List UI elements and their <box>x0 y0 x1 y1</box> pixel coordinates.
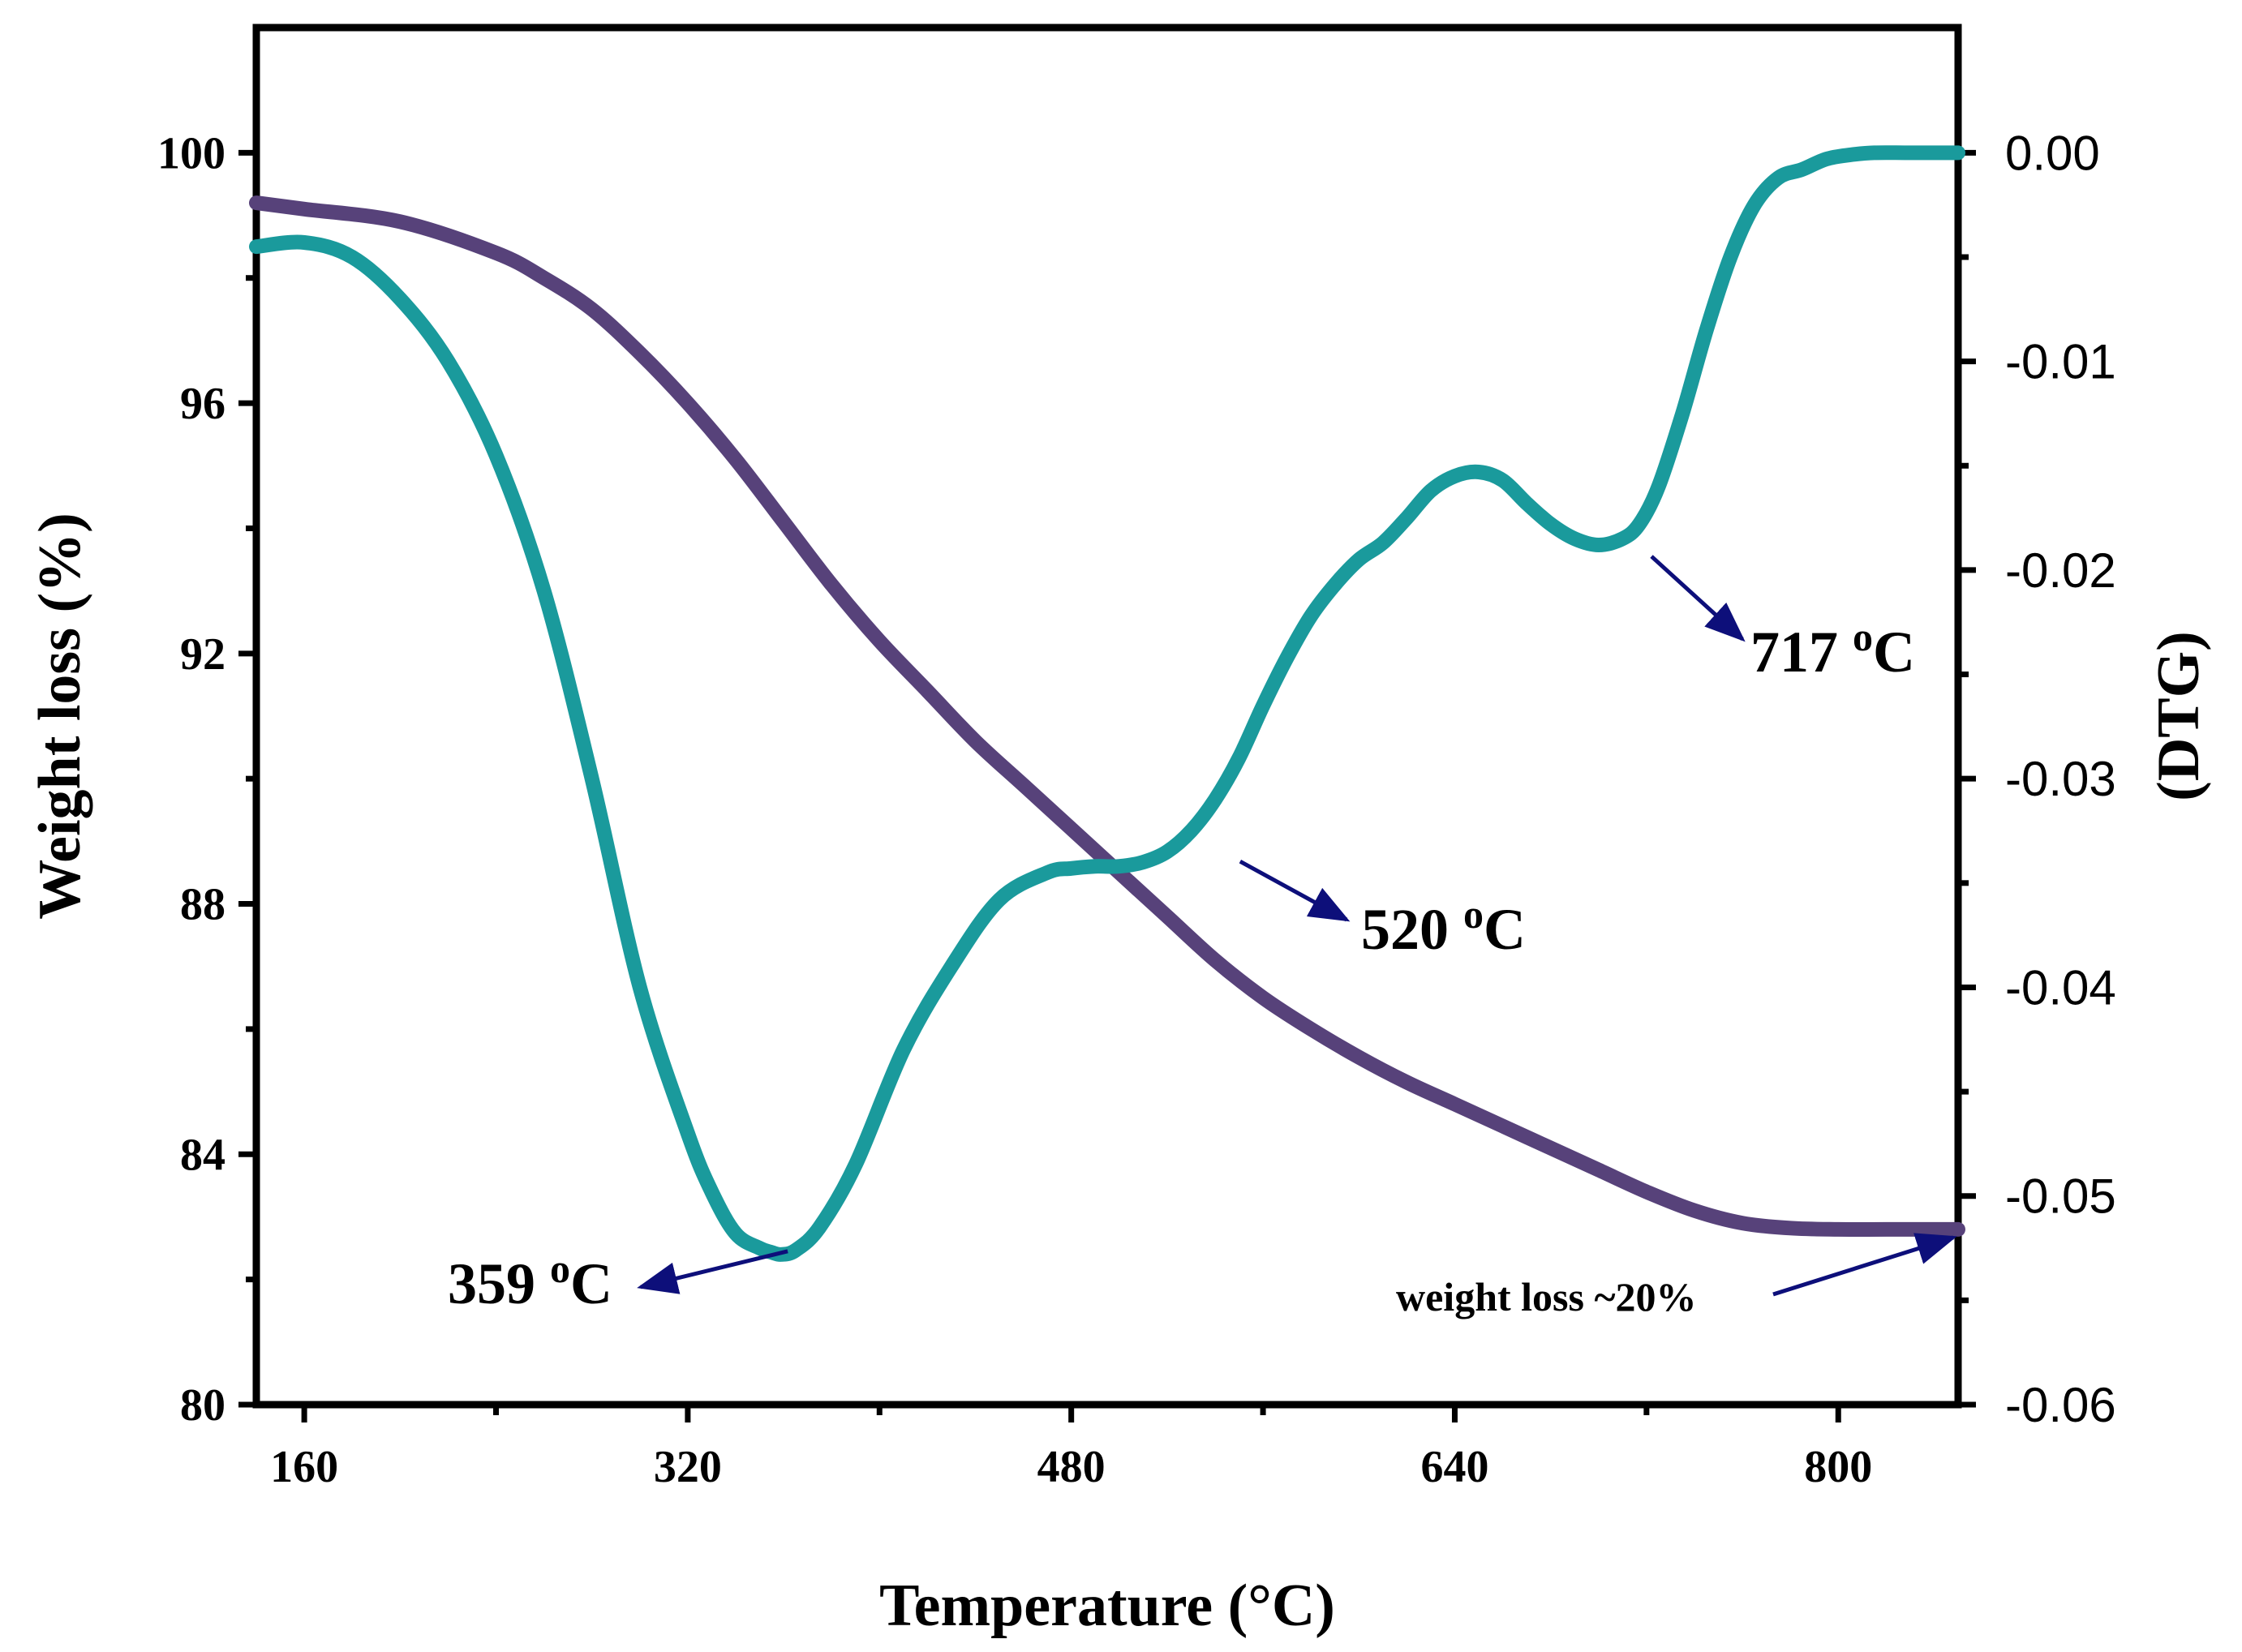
y-tick-label: 96 <box>180 379 225 429</box>
annotation-unit: C <box>1484 897 1526 962</box>
annotation-arrow-520 <box>1239 860 1351 922</box>
annotation-unit: C <box>570 1251 612 1316</box>
annotation-degree-sup: o <box>1853 614 1873 659</box>
annotation-label-717: 717 oC <box>1750 614 1915 684</box>
annotation-arrow-359 <box>637 1249 788 1294</box>
annotation-weight-loss: weight loss ~20% <box>1396 1274 1696 1319</box>
y-tick-label: 80 <box>180 1380 225 1431</box>
annotation-degree-sup: o <box>550 1246 570 1291</box>
x-axis-label: Temperature (°C) <box>879 1573 1335 1639</box>
y2-tick-label: -0.01 <box>2005 335 2116 389</box>
axis-ticks: 160 320 480 640 800 80 84 88 92 96 100 0.00 -0.01 -0.… <box>157 126 2116 1492</box>
plot-frame <box>252 24 1962 1409</box>
y2-axis-label: (DTG) <box>2145 631 2212 801</box>
y2-tick-label: -0.05 <box>2005 1169 2116 1224</box>
y-tick-label: 88 <box>180 880 225 930</box>
y-axis-label: Weight loss (%) <box>27 513 93 920</box>
annotation-label-359: 359 oC <box>448 1246 612 1316</box>
y-tick-label: 100 <box>157 128 225 178</box>
y2-tick-label: -0.04 <box>2005 960 2116 1015</box>
dtg-series-line <box>249 145 1965 1262</box>
annotation-arrow-717 <box>1650 555 1746 642</box>
x-tick-label: 320 <box>654 1442 722 1492</box>
y2-tick-label: -0.02 <box>2005 543 2116 598</box>
x-tick-label: 160 <box>270 1442 338 1492</box>
x-tick-label: 800 <box>1804 1442 1872 1492</box>
x-tick-label: 480 <box>1037 1442 1106 1492</box>
annotation-label-520: 520 oC <box>1361 891 1526 962</box>
series-group <box>249 145 1965 1262</box>
annotation-unit: C <box>1873 620 1915 684</box>
y-tick-label: 92 <box>180 629 225 680</box>
annotation-degree-sup: o <box>1463 891 1484 937</box>
x-tick-label: 640 <box>1420 1442 1488 1492</box>
y-tick-label: 84 <box>180 1130 225 1180</box>
y2-tick-label: 0.00 <box>2005 126 2100 180</box>
annotation-value: 520 <box>1361 897 1463 962</box>
annotation-arrow-weight-loss <box>1772 1233 1957 1297</box>
annotation-value: 717 <box>1750 620 1853 684</box>
y2-tick-label: -0.03 <box>2005 752 2116 806</box>
annotation-value: 359 <box>448 1251 550 1316</box>
y2-tick-label: -0.06 <box>2005 1378 2116 1432</box>
